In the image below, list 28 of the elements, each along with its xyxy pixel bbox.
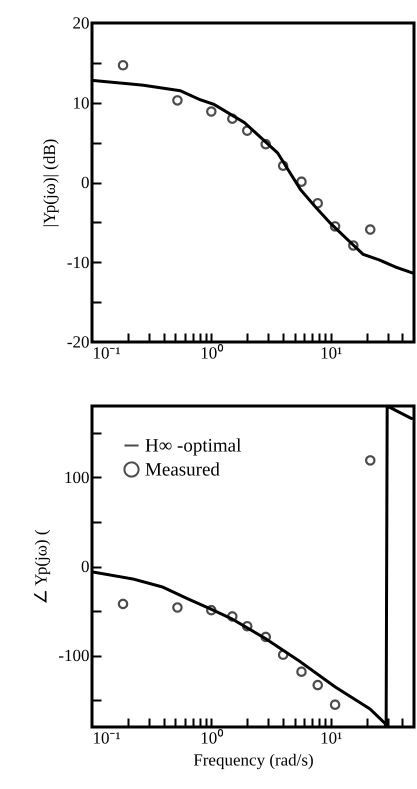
x-axis-title: Frequency (rad/s) <box>193 750 314 770</box>
y-tick-label: -100 <box>58 646 90 666</box>
y-tick-label: -20 <box>66 332 90 352</box>
y-axis-title: ∠ Yp(jω) ( <box>31 529 50 604</box>
x-tick-label: 10⁰ <box>200 344 224 362</box>
point <box>348 240 359 251</box>
x-tick-label: 10⁻¹ <box>92 344 121 362</box>
point <box>296 176 307 187</box>
point <box>330 221 340 232</box>
y-tick-label: -10 <box>66 252 90 272</box>
y-axis-title: |Yp(jω)| (dB) <box>40 138 59 228</box>
x-tick-label: 10¹ <box>320 728 342 748</box>
x-tick-label: 10¹ <box>320 344 342 362</box>
y-tick-label: 10 <box>72 93 90 112</box>
y-tick-label: 0 <box>81 173 90 192</box>
point <box>364 224 376 235</box>
legend-label: Measured <box>145 460 220 480</box>
point <box>278 160 288 172</box>
x-tick-label: 10⁰ <box>200 728 224 748</box>
legend-label: H∞ -optimal <box>145 436 242 456</box>
y-tick-label: 100 <box>64 468 90 487</box>
point <box>206 106 217 117</box>
y-tick-label: 20 <box>72 14 90 32</box>
point <box>260 138 272 150</box>
point <box>312 198 324 209</box>
x-tick-label: 10⁻¹ <box>92 728 121 748</box>
point <box>242 125 252 136</box>
y-tick-label: 0 <box>81 557 90 576</box>
